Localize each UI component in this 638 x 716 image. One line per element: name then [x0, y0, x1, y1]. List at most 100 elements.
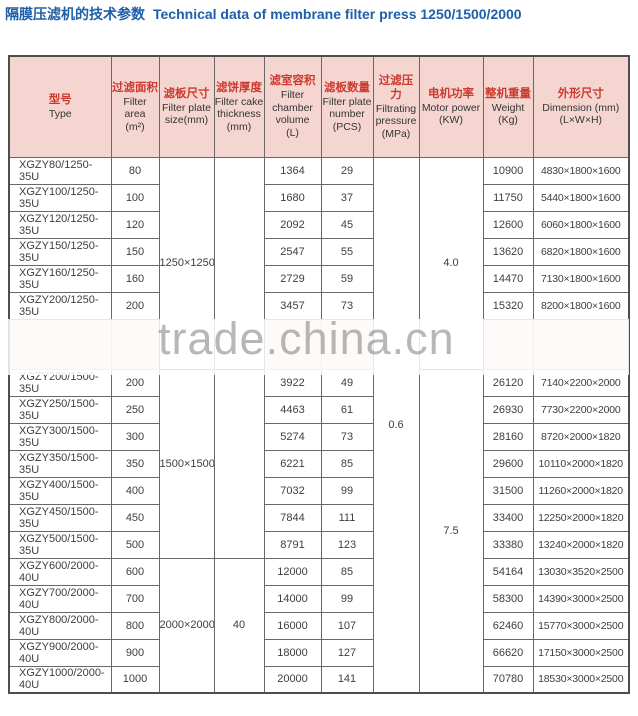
- header-zh-pressure: 过滤压力: [378, 74, 414, 101]
- cell-type: XGZY450/1500-35U: [8, 503, 112, 532]
- header-zh-thickness: 滤饼厚度: [216, 81, 262, 94]
- cell-weight: 26120: [482, 368, 534, 397]
- cell-plate-number: 111: [320, 503, 374, 532]
- cell-type: XGZY900/2000-40U: [8, 638, 112, 667]
- cell-plate-number: 99: [320, 584, 374, 613]
- spec-table: 型号 Type 过滤面积 Filter area (m²) 滤板尺寸 Filter pla…: [8, 55, 630, 694]
- cell-chamber-volume: 14000: [263, 584, 322, 613]
- cell-plate-size: 2000×2000: [158, 557, 215, 694]
- watermark-spacer-cell: [482, 318, 534, 370]
- table-row: XGZY250/1500-35U 250 4463 61 26930 7730×2200×…: [8, 395, 630, 424]
- cell-dimension: 17150×3000×2500: [532, 638, 630, 667]
- cell-weight: 62460: [482, 611, 534, 640]
- cell-filter-area: 200: [110, 291, 160, 320]
- cell-plate-number: 29: [320, 156, 374, 185]
- cell-chamber-volume: 1364: [263, 156, 322, 185]
- cell-plate-number: 107: [320, 611, 374, 640]
- cell-type: XGZY100/1250-35U: [8, 183, 112, 212]
- cell-type: XGZY160/1250-35U: [8, 264, 112, 293]
- cell-weight: 15320: [482, 291, 534, 320]
- header-cell-area: 过滤面积 Filter area (m²): [110, 55, 160, 158]
- table-wrapper: 型号 Type 过滤面积 Filter area (m²) 滤板尺寸 Filter pla…: [8, 55, 630, 694]
- table-row: XGZY150/1250-35U 150 2547 55 13620 6820×1800×…: [8, 237, 630, 266]
- cell-dimension: 8200×1800×1600: [532, 291, 630, 320]
- cell-plate-number: 73: [320, 422, 374, 451]
- cell-chamber-volume: 6221: [263, 449, 322, 478]
- cell-cake-thickness: [213, 368, 265, 559]
- cell-plate-number: 55: [320, 237, 374, 266]
- cell-weight: 70780: [482, 665, 534, 694]
- table-row: XGZY450/1500-35U 450 7844 111 33400 12250×200…: [8, 503, 630, 532]
- cell-filter-area: 150: [110, 237, 160, 266]
- cell-dimension: 5440×1800×1600: [532, 183, 630, 212]
- cell-filter-area: 900: [110, 638, 160, 667]
- cell-dimension: 15770×3000×2500: [532, 611, 630, 640]
- cell-weight: 33380: [482, 530, 534, 559]
- header-cell-plate_size: 滤板尺寸 Filter plate size(mm): [158, 55, 215, 158]
- cell-chamber-volume: 7844: [263, 503, 322, 532]
- cell-filter-area: 800: [110, 611, 160, 640]
- cell-filter-area: 450: [110, 503, 160, 532]
- cell-plate-number: 61: [320, 395, 374, 424]
- header-zh-type: 型号: [48, 94, 72, 106]
- cell-weight: 58300: [482, 584, 534, 613]
- cell-weight: 28160: [482, 422, 534, 451]
- cell-type: XGZY700/2000-40U: [8, 584, 112, 613]
- cell-filter-area: 500: [110, 530, 160, 559]
- watermark-spacer-cell: [320, 318, 374, 370]
- cell-dimension: 8720×2000×1820: [532, 422, 630, 451]
- cell-type: XGZY500/1500-35U: [8, 530, 112, 559]
- watermark-spacer-cell: [263, 318, 322, 370]
- cell-weight: 54164: [482, 557, 534, 586]
- header-cell-volume: 滤室容积 Filter chamber volume (L): [263, 55, 322, 158]
- cell-weight: 29600: [482, 449, 534, 478]
- cell-chamber-volume: 8791: [263, 530, 322, 559]
- cell-filter-area: 300: [110, 422, 160, 451]
- cell-plate-number: 45: [320, 210, 374, 239]
- cell-dimension: 11260×2000×1820: [532, 476, 630, 505]
- cell-dimension: 4830×1800×1600: [532, 156, 630, 185]
- cell-weight: 13620: [482, 237, 534, 266]
- header-cell-thickness: 滤饼厚度 Filter cake thickness (mm): [213, 55, 265, 158]
- watermark-spacer-row: [8, 318, 630, 370]
- table-row: XGZY800/2000-40U 800 16000 107 62460 15770×30…: [8, 611, 630, 640]
- watermark-spacer-cell: [532, 318, 630, 370]
- cell-filter-area: 600: [110, 557, 160, 586]
- cell-filter-area: 100: [110, 183, 160, 212]
- table-row: XGZY200/1500-35U 200 1500×1500 3922 49 7.5 261…: [8, 368, 630, 694]
- cell-type: XGZY150/1250-35U: [8, 237, 112, 266]
- cell-dimension: 7140×2200×2000: [532, 368, 630, 397]
- table-row: XGZY1000/2000-40U 1000 20000 141 70780 18530×…: [8, 665, 630, 694]
- header-en-dimension: Dimension (mm) (L×W×H): [542, 101, 620, 127]
- cell-weight: 33400: [482, 503, 534, 532]
- watermark-spacer-cell: [8, 318, 112, 370]
- header-zh-volume: 滤室容积: [269, 75, 316, 88]
- page-title: 隔膜压滤机的技术参数 Technical data of membrane fil…: [5, 4, 635, 24]
- cell-plate-number: 127: [320, 638, 374, 667]
- header-cell-dimension: 外形尺寸 Dimension (mm) (L×W×H): [532, 55, 630, 158]
- header-zh-area: 过滤面积: [112, 81, 158, 94]
- cell-weight: 26930: [482, 395, 534, 424]
- header-cell-pressure: 过滤压力 Filtrating pressure (MPa): [372, 55, 420, 158]
- table-row: XGZY350/1500-35U 350 6221 85 29600 10110×2000…: [8, 449, 630, 478]
- cell-dimension: 14390×3000×2500: [532, 584, 630, 613]
- cell-filter-area: 1000: [110, 665, 160, 694]
- header-en-weight: Weight (Kg): [491, 101, 525, 127]
- cell-filter-area: 160: [110, 264, 160, 293]
- header-cell-weight: 整机重量 Weight (Kg): [482, 55, 534, 158]
- table-row: XGZY500/1500-35U 500 8791 123 33380 13240×200…: [8, 530, 630, 559]
- cell-dimension: 18530×3000×2500: [532, 665, 630, 694]
- cell-filter-area: 250: [110, 395, 160, 424]
- header-cell-pcs: 滤板数量 Filter plate number (PCS): [320, 55, 374, 158]
- header-zh-plate_size: 滤板尺寸: [163, 87, 210, 100]
- cell-type: XGZY600/2000-40U: [8, 557, 112, 586]
- cell-type: XGZY300/1500-35U: [8, 422, 112, 451]
- cell-plate-number: 37: [320, 183, 374, 212]
- cell-filter-area: 120: [110, 210, 160, 239]
- cell-weight: 10900: [482, 156, 534, 185]
- header-cell-motor: 电机功率 Motor power (KW): [418, 55, 484, 158]
- cell-filter-area: 400: [110, 476, 160, 505]
- cell-type: XGZY80/1250-35U: [8, 156, 112, 185]
- cell-filter-area: 80: [110, 156, 160, 185]
- header-zh-pcs: 滤板数量: [324, 81, 370, 94]
